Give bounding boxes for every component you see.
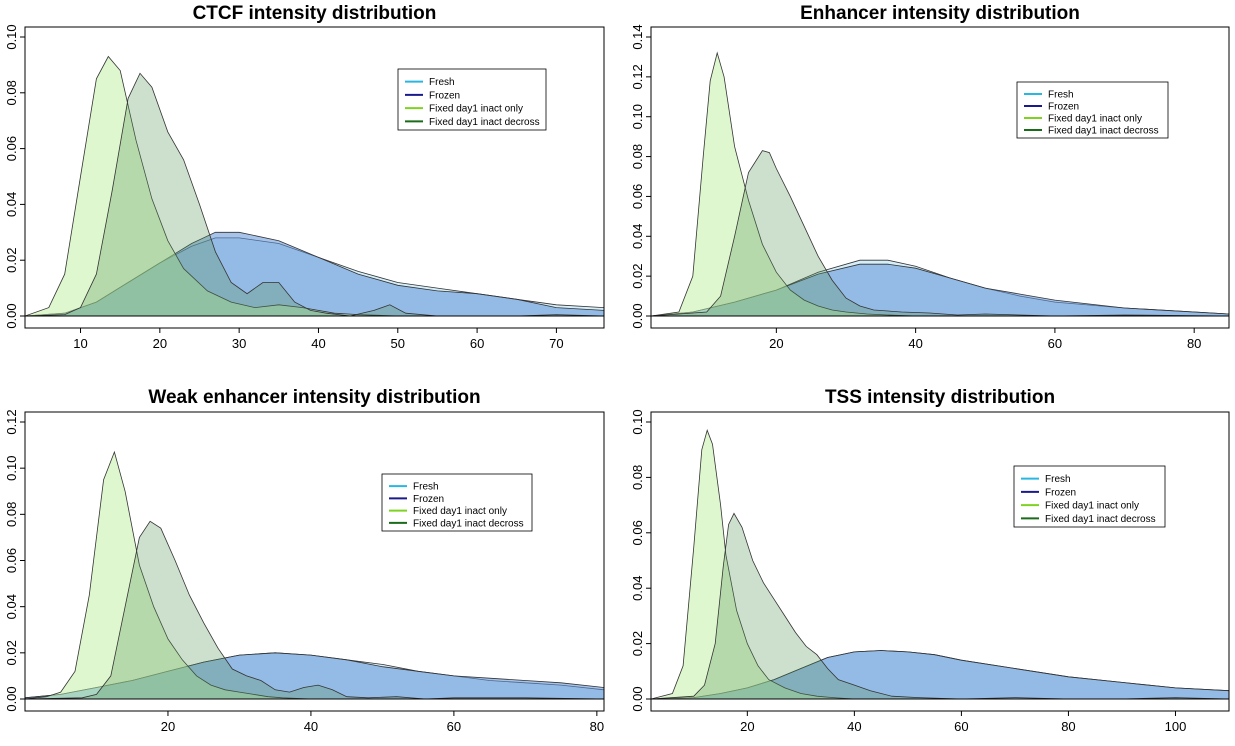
chart-title: CTCF intensity distribution [193, 3, 437, 24]
legend-label: Fixed day1 inact only [1045, 501, 1139, 512]
legend: Fresh Frozen Fixed day1 inact only Fixed da… [1013, 465, 1166, 528]
legend-box [1016, 81, 1169, 139]
legend-label: Fixed day1 inact only [429, 104, 523, 115]
legend-label: Fresh [413, 482, 439, 493]
legend: Fresh Frozen Fixed day1 inact only Fixed da… [397, 68, 547, 131]
y-tick-label: 0.10 [4, 456, 19, 481]
legend-label: Fresh [1045, 474, 1071, 485]
legend-label: Fixed day1 inact only [413, 506, 507, 517]
y-tick-label: 0.02 [630, 263, 645, 288]
plot-area [25, 55, 604, 317]
y-tick-label: 0.00 [630, 303, 645, 328]
x-tick-label: 20 [740, 719, 754, 734]
y-tick-label: 0.06 [630, 520, 645, 545]
legend-label: Fixed day1 inact decross [413, 518, 524, 529]
y-tick-label: 0.04 [630, 224, 645, 249]
y-tick-label: 0.04 [4, 192, 19, 217]
plot-area [651, 51, 1229, 317]
plot-frame [24, 26, 605, 329]
legend-label: Frozen [1045, 487, 1076, 498]
plot-frame [650, 26, 1230, 329]
legend-label: Fixed day1 inact decross [1045, 514, 1156, 525]
y-tick-label: 0.04 [4, 594, 19, 619]
y-tick-label: 0.12 [4, 409, 19, 434]
series-area-3 [25, 55, 438, 317]
legend-label: Frozen [429, 90, 460, 101]
plot-frame [650, 411, 1230, 712]
x-tick-label: 20 [161, 719, 175, 734]
legend-label: Frozen [1048, 102, 1079, 113]
plot-area [25, 450, 604, 700]
x-tick-label: 10 [73, 336, 87, 351]
y-tick-label: 0.10 [630, 104, 645, 129]
legend-box [381, 473, 533, 532]
legend-label: Fresh [429, 77, 455, 88]
y-tick-label: 0.08 [4, 502, 19, 527]
legend-label: Fresh [1048, 90, 1074, 101]
series-area-4 [651, 512, 1229, 700]
y-tick-label: 0.02 [4, 248, 19, 273]
legend-label: Frozen [413, 494, 444, 505]
x-tick-label: 80 [1187, 336, 1201, 351]
legend-label: Fixed day1 inact decross [1048, 126, 1159, 137]
y-tick-label: 0.08 [630, 144, 645, 169]
y-tick-label: 0.10 [4, 24, 19, 49]
chart-title: Weak enhancer intensity distribution [148, 387, 480, 408]
x-tick-label: 40 [304, 719, 318, 734]
x-tick-label: 30 [232, 336, 246, 351]
y-tick-label: 0.06 [630, 184, 645, 209]
x-tick-label: 40 [908, 336, 922, 351]
x-tick-label: 80 [590, 719, 604, 734]
panel-1: CTCF intensity distribution 10 20 30 40 50 60 7… [4, 3, 605, 351]
x-tick-label: 60 [1048, 336, 1062, 351]
y-tick-label: 0.14 [630, 24, 645, 49]
chart-title: Enhancer intensity distribution [800, 3, 1080, 24]
series-area-3 [651, 429, 855, 700]
x-tick-label: 100 [1165, 719, 1187, 734]
plot-area [651, 429, 1229, 700]
chart-title: TSS intensity distribution [825, 387, 1055, 408]
y-tick-label: 0.00 [630, 686, 645, 711]
x-tick-label: 60 [954, 719, 968, 734]
y-tick-label: 0.08 [630, 465, 645, 490]
y-tick-label: 0.12 [630, 64, 645, 89]
series-area-4 [651, 150, 1229, 317]
y-tick-label: 0.06 [4, 136, 19, 161]
x-tick-label: 50 [391, 336, 405, 351]
x-tick-label: 60 [447, 719, 461, 734]
y-tick-label: 0.00 [4, 303, 19, 328]
x-tick-label: 60 [470, 336, 484, 351]
x-tick-label: 70 [549, 336, 563, 351]
x-tick-label: 20 [769, 336, 783, 351]
x-tick-label: 20 [153, 336, 167, 351]
plot-frame [24, 411, 605, 712]
y-tick-label: 0.08 [4, 80, 19, 105]
legend-label: Fixed day1 inact only [1048, 114, 1142, 125]
y-tick-label: 0.04 [630, 576, 645, 601]
y-tick-label: 0.02 [4, 640, 19, 665]
legend-label: Fixed day1 inact decross [429, 117, 540, 128]
panel-4: TSS intensity distribution 20 40 60 80 100 0.0… [630, 387, 1230, 734]
y-tick-label: 0.02 [630, 631, 645, 656]
y-tick-label: 0.06 [4, 548, 19, 573]
panel-3: Weak enhancer intensity distribution 20 40… [4, 387, 605, 734]
legend-box [397, 68, 547, 131]
y-tick-label: 0.10 [630, 409, 645, 434]
panel-2: Enhancer intensity distribution 20 40 60 80 0… [630, 3, 1230, 351]
x-tick-label: 40 [311, 336, 325, 351]
x-tick-label: 40 [847, 719, 861, 734]
y-tick-label: 0.00 [4, 686, 19, 711]
legend-box [1013, 465, 1166, 528]
series-area-4 [25, 520, 604, 700]
x-tick-label: 80 [1061, 719, 1075, 734]
